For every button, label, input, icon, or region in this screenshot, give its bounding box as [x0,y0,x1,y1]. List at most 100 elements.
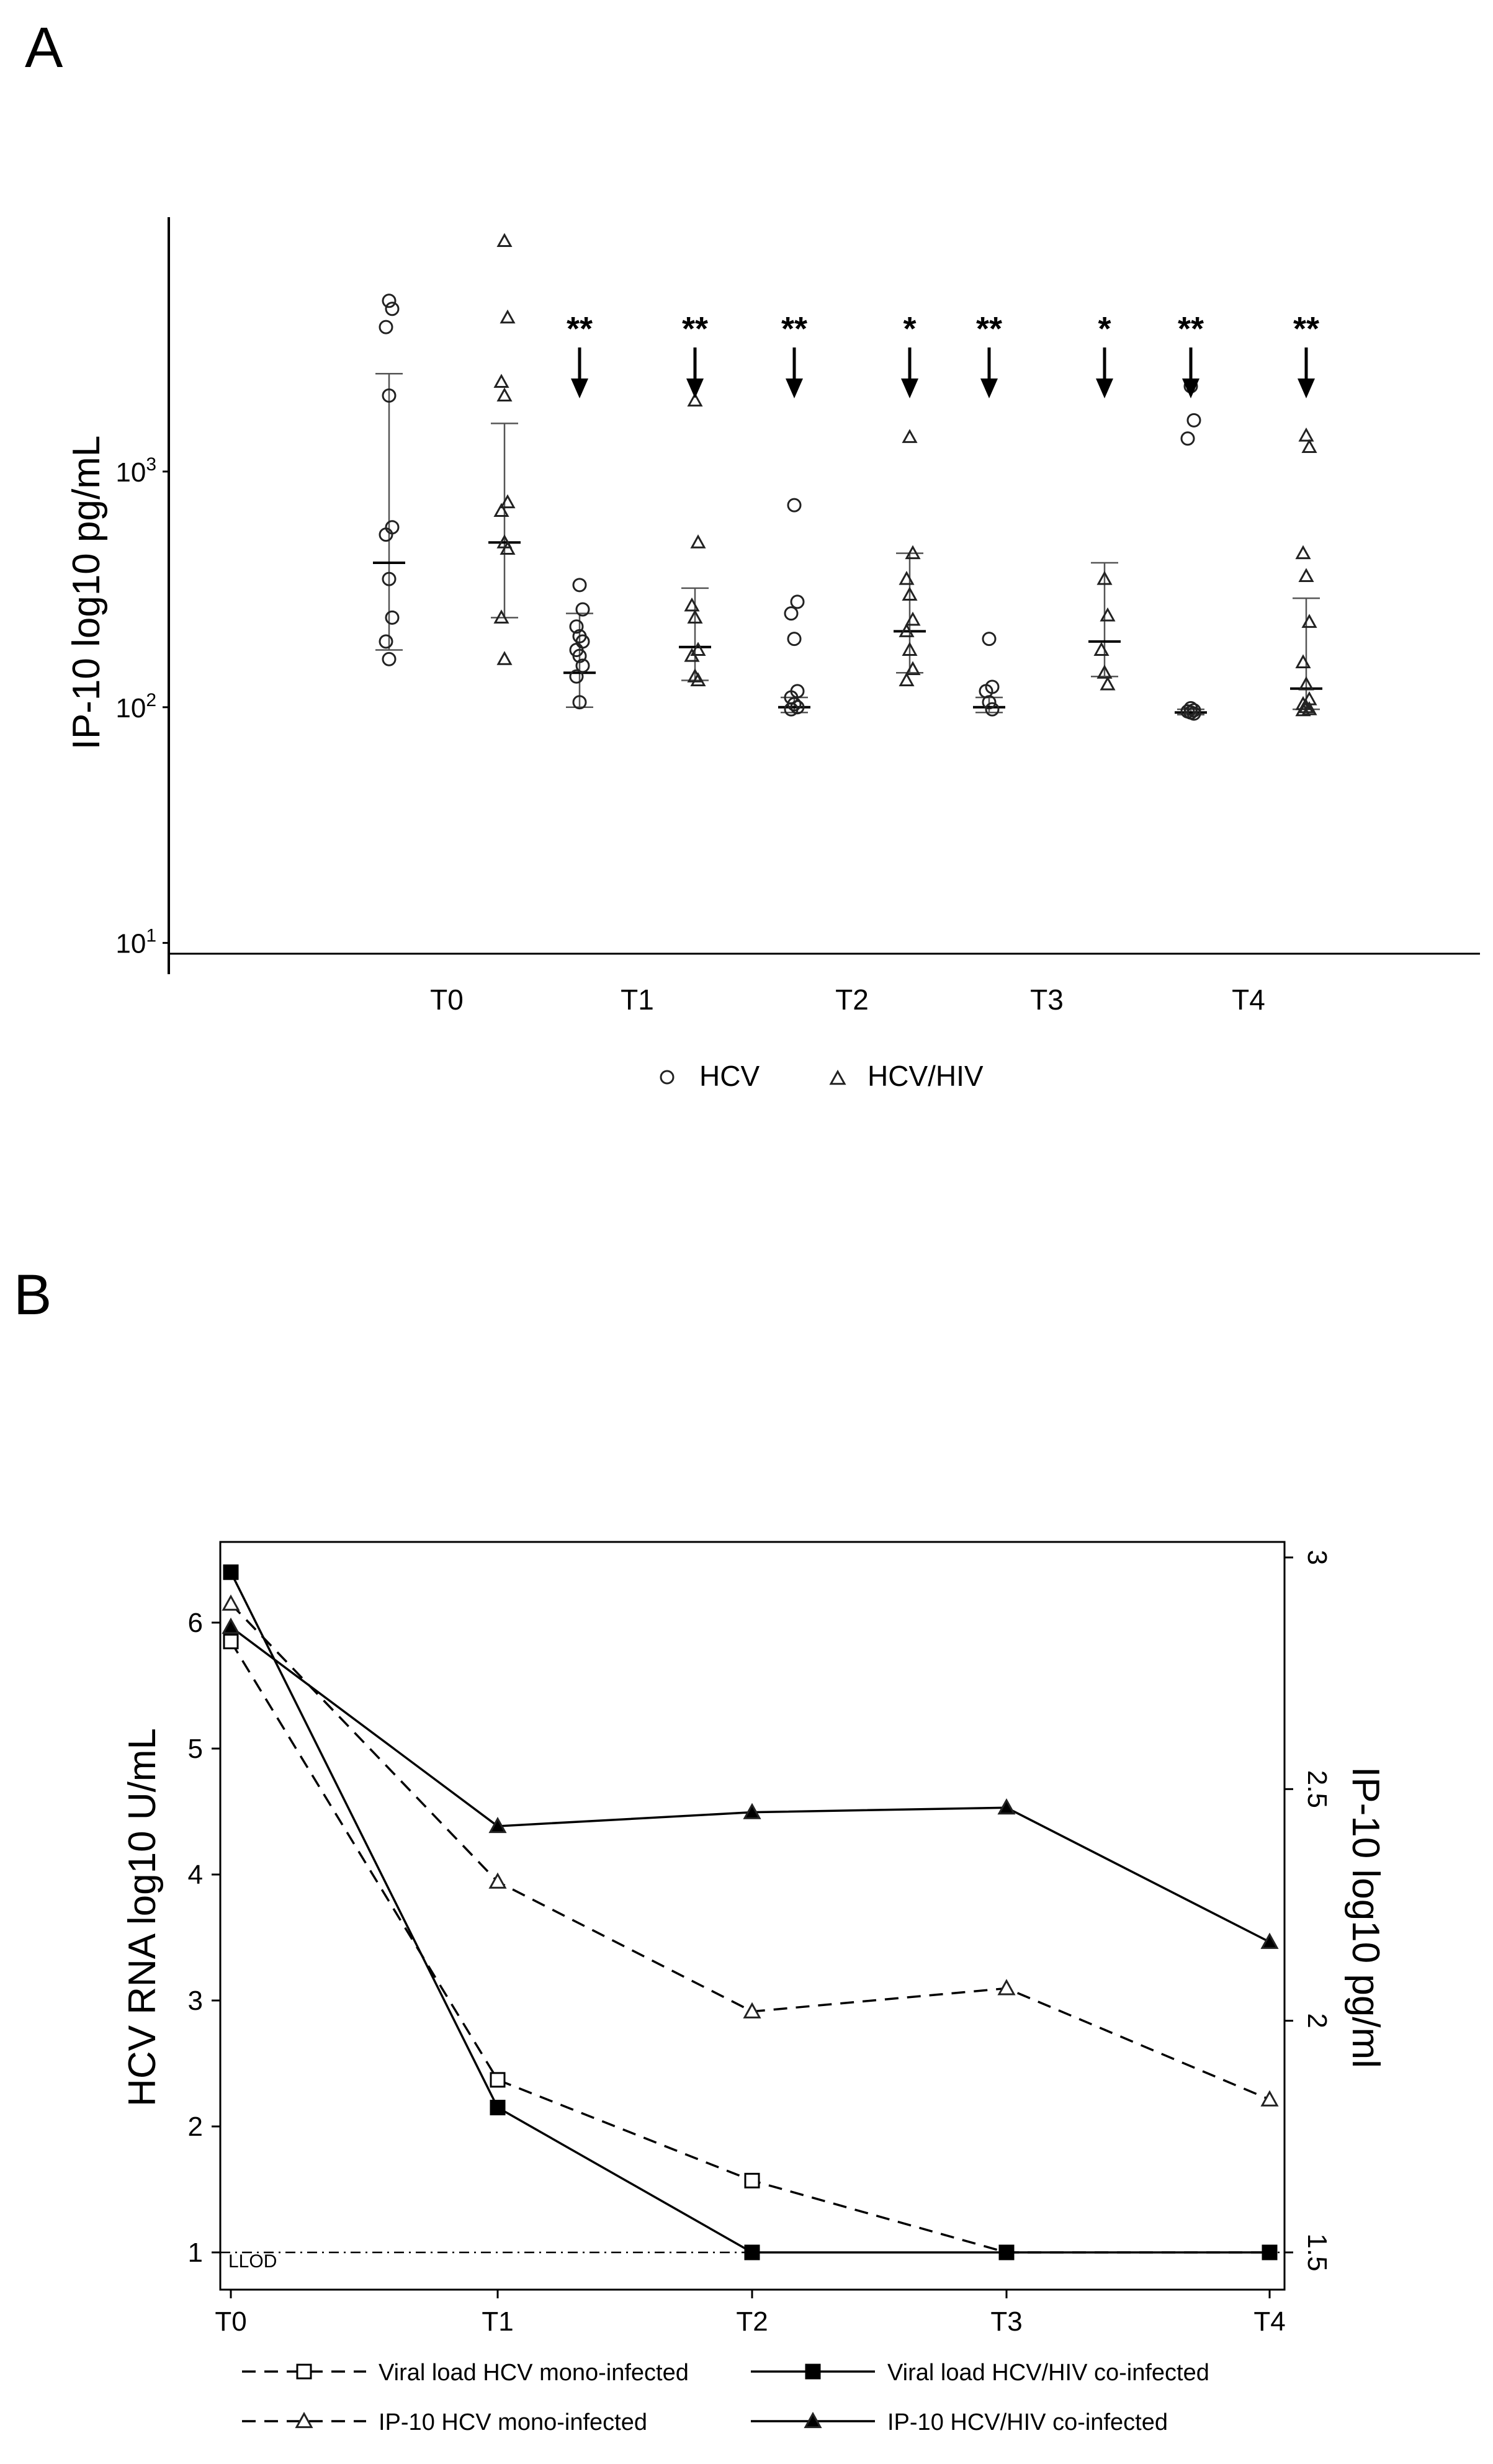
panel-a-y-axis-title: IP-10 log10 pg/mL [65,436,108,750]
hcv-point [575,602,590,617]
x-tick-label: T4 [1253,2306,1285,2337]
series-marker [488,1816,507,1834]
x-tick-label: T0 [215,2306,246,2337]
legend-hcv-marker [660,1070,675,1085]
hcv-point [382,388,397,403]
hcv-point [787,632,802,647]
x-tick-label: T2 [736,2306,768,2337]
hcv-point [575,658,590,673]
x-tick-label: T3 [990,2306,1022,2337]
hcv-hiv-point [496,651,513,665]
significance-arrow-head [571,379,588,398]
series-marker [744,2172,760,2188]
significance-arrow-head [901,379,918,398]
hcv-point [382,571,397,586]
legend-label-3: IP-10 HCV mono-infected [379,2409,647,2435]
hcv-hiv-point [690,672,706,686]
series-marker [744,2244,760,2260]
hcv-hiv-point [1298,427,1314,442]
hcv-hiv-point [1295,654,1311,668]
series-marker [1262,2244,1278,2260]
left-tick-label: 3 [188,1986,203,2016]
hcv-hiv-point [500,309,516,324]
legend-hcv-hiv-marker [829,1069,846,1085]
hcv-hiv-point [1295,545,1311,560]
legend-label-4: IP-10 HCV/HIV co-infected [887,2409,1168,2435]
hcv-point [385,610,400,625]
series-marker [998,2244,1015,2260]
x-tick-label: T1 [482,2306,513,2337]
hcv-point [379,320,393,334]
significance-label: ** [1178,310,1204,347]
series-marker [223,1564,239,1580]
hcv-hiv-point [1093,642,1110,656]
series-marker [1260,2090,1279,2107]
y-tick-label: 101 [115,926,156,959]
left-tick-label: 1 [188,2238,203,2268]
significance-arrow-head [786,379,803,398]
series-marker [488,1872,507,1889]
y-tick-label: 102 [115,690,156,724]
series-marker [222,1594,240,1611]
panel-b-llod: LLOD [220,2251,1285,2272]
x-tick-label: T0 [430,983,464,1016]
hcv-hiv-point [493,374,509,388]
hcv-hiv-point [493,609,509,624]
panel-b-right-ticks: 1.5 2 2.5 3 [1285,1550,1332,2272]
significance-arrow-head [1298,379,1315,398]
y-tick-label: 103 [115,454,156,488]
llod-label: LLOD [228,2251,277,2272]
hcv-hiv-point [1096,571,1113,585]
x-tick-label: T1 [621,983,654,1016]
hcv-point [1186,413,1201,428]
hcv-point [784,702,799,717]
series-marker [743,2002,761,2018]
hcv-hiv-point [687,392,703,407]
hcv-hiv-point [899,672,915,686]
left-tick-label: 4 [188,1860,203,1890]
hcv-hiv-point [684,597,700,612]
series-marker [223,1633,239,1649]
y-tick-exponent: 3 [146,454,156,475]
hcv-hiv-point [687,609,703,624]
hcv-point [784,606,799,621]
significance-label: ** [781,310,807,347]
hcv-hiv-point [905,611,921,626]
x-tick-label: T3 [1030,983,1064,1016]
legend-label-2: Viral load HCV/HIV co-infected [887,2360,1209,2386]
hcv-hiv-point [690,534,706,549]
hcv-hiv-point [690,642,706,656]
panel-b-right-axis-title: IP-10 log10 pg/ml [1344,1767,1387,2068]
hcv-point [569,619,584,634]
hcv-point [790,700,805,715]
hcv-hiv-point [902,642,918,656]
hcv-point [787,498,802,513]
hcv-point [382,293,397,308]
hcv-hiv-point [500,540,516,555]
y-tick-base: 10 [115,457,146,488]
hcv-hiv-point [1301,439,1317,453]
series-marker [997,1798,1016,1815]
hcv-point [379,527,393,542]
panel-b-left-axis-title: HCV RNA log10 U/mL [121,1728,164,2107]
significance-label: ** [976,310,1002,347]
right-tick-label: 3 [1302,1550,1332,1565]
panel-a-x-ticks: T0 T1 T2 T3 T4 [430,983,1265,1016]
significance-label: ** [1293,310,1319,347]
hcv-point [385,302,400,316]
panel-b: B HCV RNA log10 U/mL IP-10 log10 pg/ml 1… [14,1263,1387,2435]
panel-a-legend: HCV HCV/HIV [660,1060,984,1092]
series-marker [997,1979,1016,1996]
significance-label: * [1098,310,1111,347]
series-marker [743,1803,761,1819]
hcv-point [1180,431,1195,446]
hcv-point [982,632,997,647]
hcv-hiv-point [500,494,516,509]
significance-label: * [903,310,916,347]
y-tick-base: 10 [115,693,146,724]
significance-arrow-head [686,379,704,398]
hcv-hiv-point [496,387,513,402]
